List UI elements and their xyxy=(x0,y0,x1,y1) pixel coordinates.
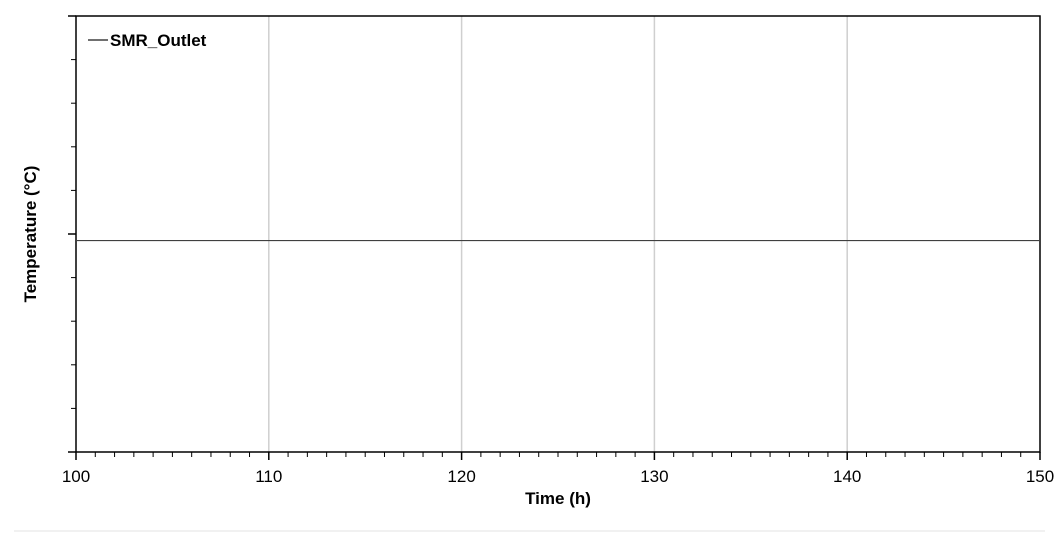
y-axis-label: Temperature (°C) xyxy=(21,166,40,303)
temperature-time-chart: 100 110 120 130 140 150 Time (h) Temperature (°… xyxy=(0,0,1059,534)
x-tick-label: 150 xyxy=(1026,467,1054,486)
x-tick-label: 140 xyxy=(833,467,861,486)
x-tick-label: 110 xyxy=(255,467,282,486)
x-tick-label: 100 xyxy=(62,467,90,486)
legend-label: SMR_Outlet xyxy=(110,31,207,50)
chart-svg: 100 110 120 130 140 150 Time (h) Temperature (°… xyxy=(0,0,1059,534)
x-axis-label: Time (h) xyxy=(525,489,591,508)
x-tick-label: 130 xyxy=(640,467,668,486)
x-tick-label: 120 xyxy=(447,467,475,486)
